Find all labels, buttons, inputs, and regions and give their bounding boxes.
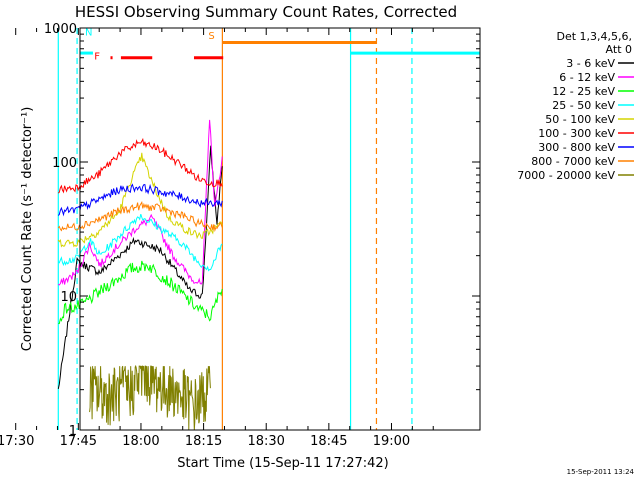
legend-entry-label: 12 - 25 keV bbox=[552, 85, 615, 98]
series-line bbox=[58, 260, 223, 325]
x-tick-label: 19:00 bbox=[373, 434, 410, 449]
series-line bbox=[57, 183, 223, 217]
legend-header: Det 1,3,4,5,6, bbox=[556, 30, 632, 43]
series-line bbox=[57, 137, 223, 194]
x-axis-label: Start Time (15-Sep-11 17:27:42) bbox=[177, 456, 388, 471]
y-tick-label: 100 bbox=[52, 156, 77, 171]
legend-entry-label: 50 - 100 keV bbox=[545, 113, 615, 126]
plot-frame bbox=[79, 27, 481, 431]
legend-entry-label: 300 - 800 keV bbox=[538, 141, 615, 154]
y-tick-label: 1 bbox=[69, 424, 77, 439]
flag-label: F bbox=[94, 52, 100, 63]
x-tick-label: 18:00 bbox=[122, 434, 159, 449]
series-line bbox=[57, 145, 223, 390]
x-tick-label: 17:30 bbox=[0, 434, 34, 449]
timestamp-label: 15-Sep-2011 13:24 bbox=[567, 468, 635, 476]
series-line bbox=[57, 152, 223, 248]
legend-entry-label: 100 - 300 keV bbox=[538, 127, 615, 140]
legend-entry-label: 6 - 12 keV bbox=[559, 71, 615, 84]
x-tick-label: 18:15 bbox=[185, 434, 222, 449]
y-axis-label: Corrected Count Rate (s⁻¹ detector⁻¹) bbox=[20, 107, 35, 352]
legend-entry-label: 25 - 50 keV bbox=[552, 99, 615, 112]
y-tick-label: 10 bbox=[60, 290, 77, 305]
flag-label: N bbox=[85, 27, 92, 38]
legend-header: Att 0 bbox=[606, 43, 632, 56]
x-tick-label: 18:45 bbox=[310, 434, 347, 449]
series-group bbox=[57, 119, 223, 431]
series-line bbox=[89, 364, 211, 431]
series-line bbox=[58, 119, 223, 286]
chart-title: HESSI Observing Summary Count Rates, Cor… bbox=[75, 3, 457, 21]
axes: 17:30 17:45 18:00 18:15 18:30 18:45 19:00 1 10 10… bbox=[0, 22, 480, 449]
series-line bbox=[57, 201, 223, 233]
legend-entry-label: 800 - 7000 keV bbox=[531, 155, 615, 168]
series-line bbox=[57, 213, 223, 272]
flag-label: S bbox=[208, 31, 214, 42]
legend-entry-label: 7000 - 20000 keV bbox=[517, 169, 615, 182]
x-tick-label: 17:45 bbox=[60, 434, 97, 449]
y-tick-label: 1000 bbox=[44, 22, 77, 37]
plot-decorations: N F S bbox=[57, 27, 480, 430]
x-tick-label: 18:30 bbox=[247, 434, 284, 449]
legend-entry-label: 3 - 6 keV bbox=[566, 57, 615, 70]
